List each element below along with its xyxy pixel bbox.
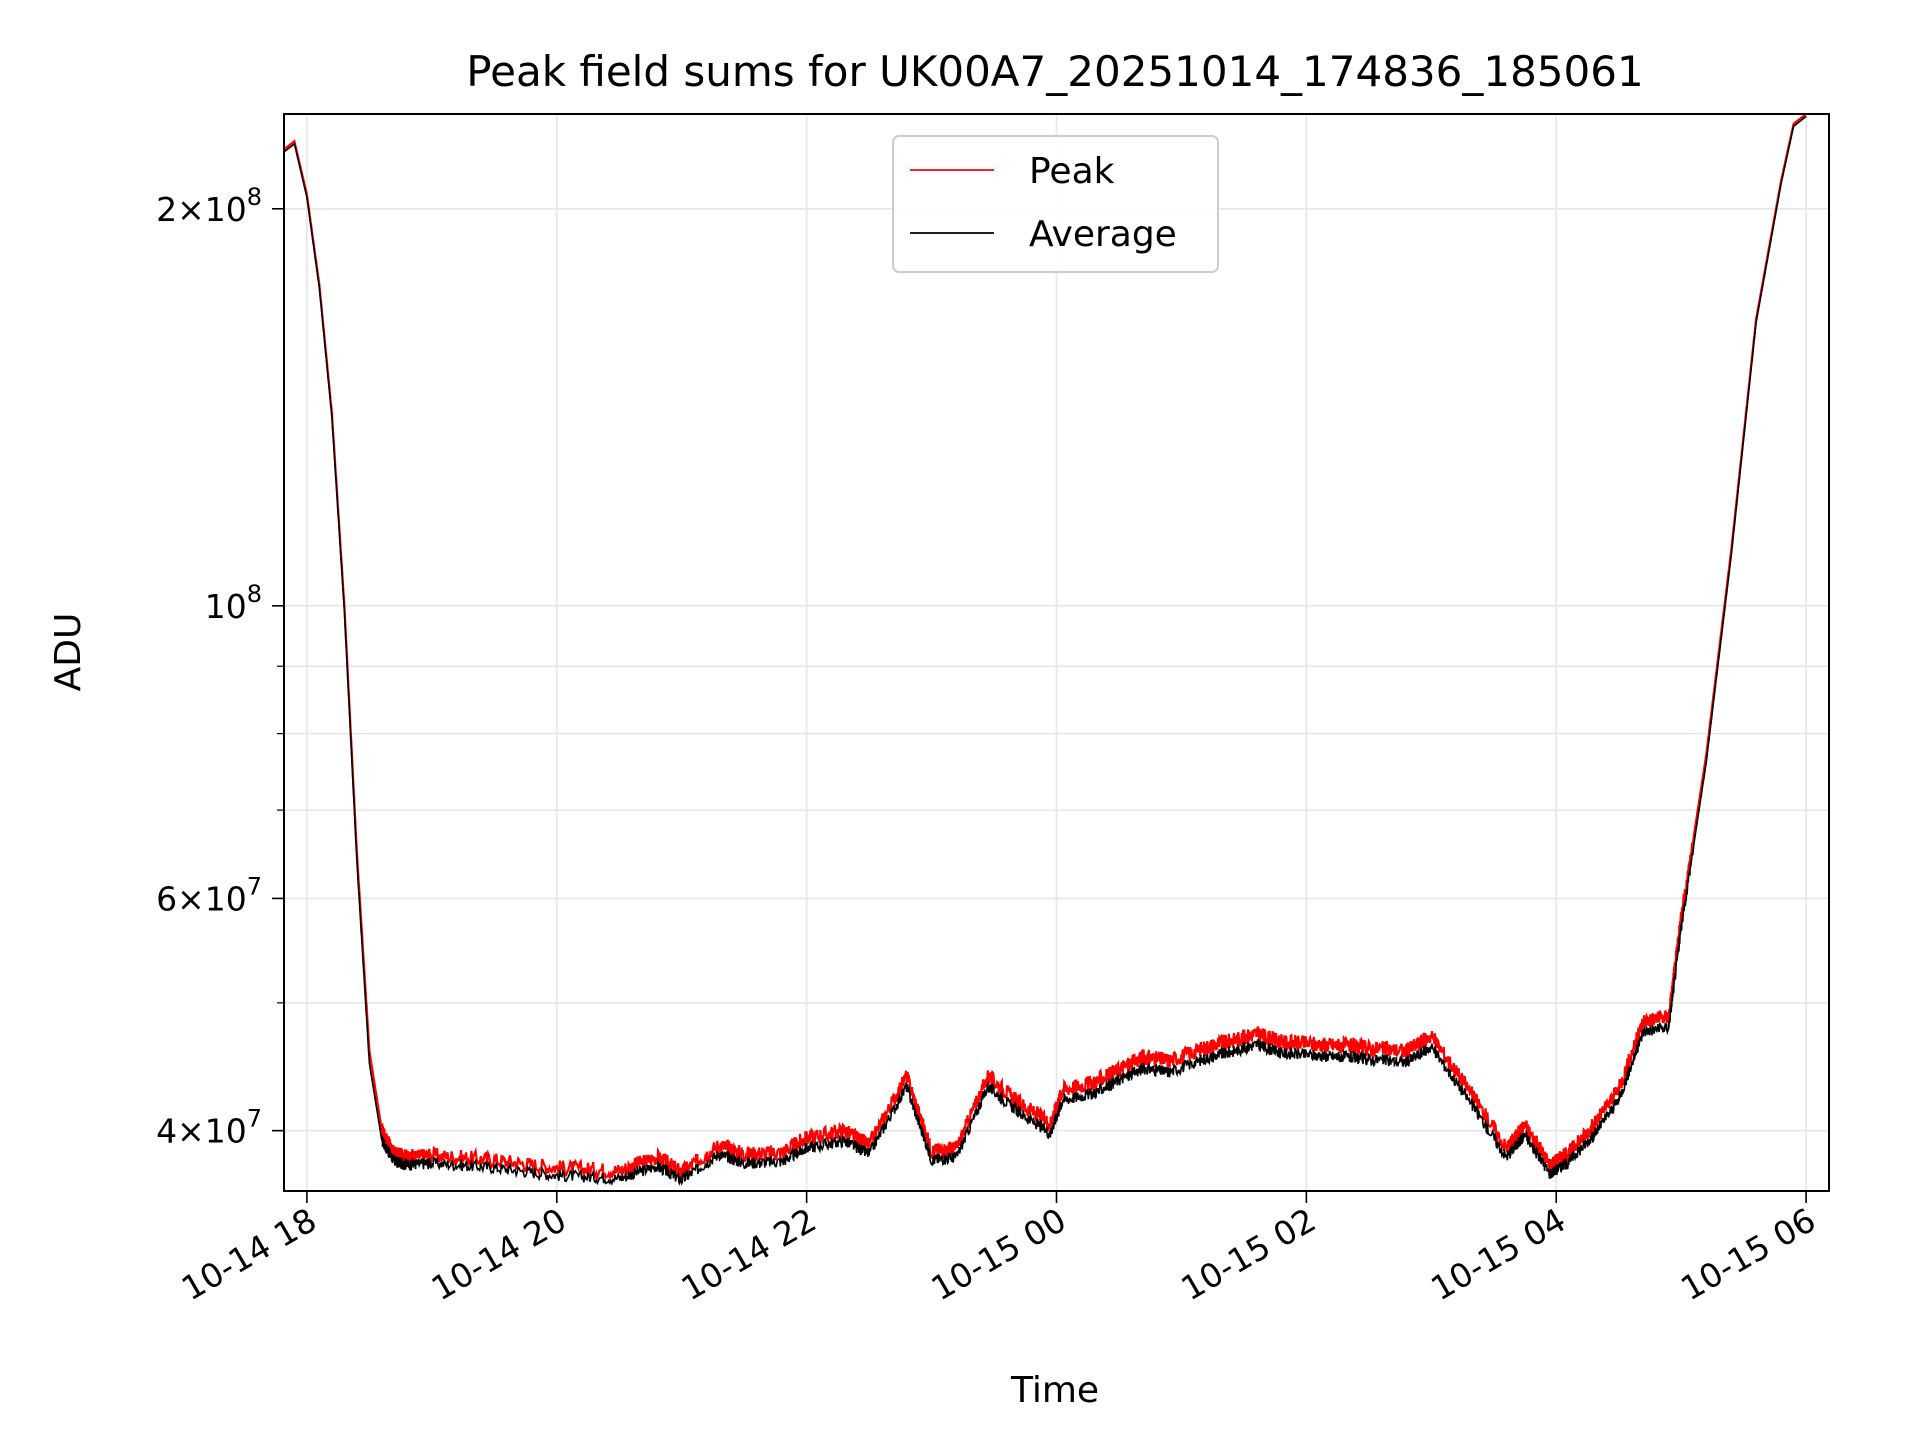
y-tick-label: 4×107 [156, 1105, 262, 1151]
x-tick-label: 10-15 06 [1674, 1200, 1822, 1308]
y-tick-label: 108 [205, 580, 262, 626]
axis-ticks: 10-14 18 10-14 20 10-14 22 10-15 00 10-15 02… [156, 183, 1822, 1308]
x-tick-label: 10-15 00 [925, 1200, 1073, 1308]
series-line-peak [284, 114, 1807, 1182]
x-tick-label: 10-14 20 [425, 1200, 573, 1308]
plot-frame [283, 113, 1830, 1192]
x-tick-label: 10-14 22 [675, 1200, 823, 1308]
legend: Peak Average [892, 135, 1219, 273]
y-tick-label: 2×108 [156, 183, 262, 229]
chart-title: Peak field sums for UK00A7_20251014_1748… [466, 47, 1643, 96]
x-tick-label: 10-15 02 [1174, 1200, 1322, 1308]
legend-peak-label: Peak [1029, 151, 1115, 192]
x-axis-label: Time [1010, 1370, 1099, 1411]
series-lines [284, 114, 1807, 1186]
y-axis-label: ADU [48, 613, 89, 692]
series-line-average [284, 115, 1807, 1186]
x-tick-label: 10-15 04 [1424, 1200, 1572, 1308]
y-tick-label: 6×107 [156, 872, 262, 918]
x-tick-label: 10-14 18 [175, 1200, 323, 1308]
grid [284, 114, 1829, 1191]
legend-average-label: Average [1029, 214, 1177, 255]
